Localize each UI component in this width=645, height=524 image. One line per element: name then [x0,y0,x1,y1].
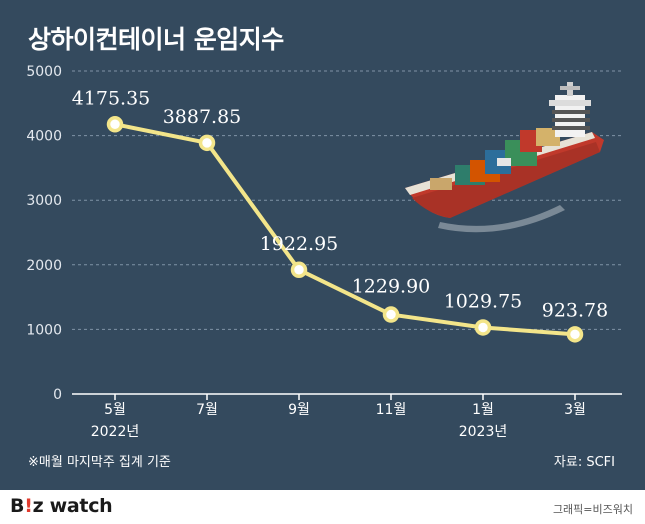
data-label: 1922.95 [260,233,339,255]
data-point [566,326,584,343]
series-line [114,122,576,337]
x-tick-label: 1월 [472,402,494,418]
data-label: 923.78 [542,299,608,321]
footnote: ※매월 마지막주 집계 기준 [28,455,171,470]
x-tick-label: 9월 [288,402,310,418]
line-chart: 0 1000 2000 3000 4000 5000 5월 2022년 7월 9월 11월 1월 20… [26,64,622,440]
y-tick-label: 2000 [26,258,62,274]
x-year-label: 2022년 [91,424,140,440]
y-tick-label: 5000 [26,64,62,80]
container-ship-illustration [405,82,604,233]
x-tick-label: 5월 [104,402,126,418]
data-label: 3887.85 [163,106,242,128]
chart-title: 상하이컨테이너 운임지수 [28,25,284,54]
x-tick-label: 11월 [376,402,407,418]
x-year-label: 2023년 [459,424,508,440]
data-point [382,306,400,323]
logo-watch-text: watch [43,495,113,517]
bizwatch-logo: B!z watch [10,495,113,517]
footer-bar: B!z watch 그래픽=비즈워치 [0,490,645,524]
data-point [474,319,492,336]
source-label: 자료: SCFI [553,455,615,470]
data-point [290,261,308,279]
data-label: 1229.90 [352,276,431,298]
data-label: 4175.35 [72,87,151,109]
data-point [106,116,124,133]
x-tick-label: 3월 [564,402,586,418]
y-tick-label: 0 [53,387,62,403]
logo-letter-b: B [10,495,25,517]
y-tick-label: 1000 [26,322,62,338]
graphic-credit: 그래픽=비즈워치 [552,503,633,516]
y-tick-label: 3000 [26,193,62,209]
data-point [198,134,216,152]
data-label: 1029.75 [444,290,523,312]
y-tick-label: 4000 [26,129,62,145]
x-tick-label: 7월 [196,402,218,418]
logo-letter-z: z [32,495,44,517]
logo-mark: ! [24,495,33,517]
